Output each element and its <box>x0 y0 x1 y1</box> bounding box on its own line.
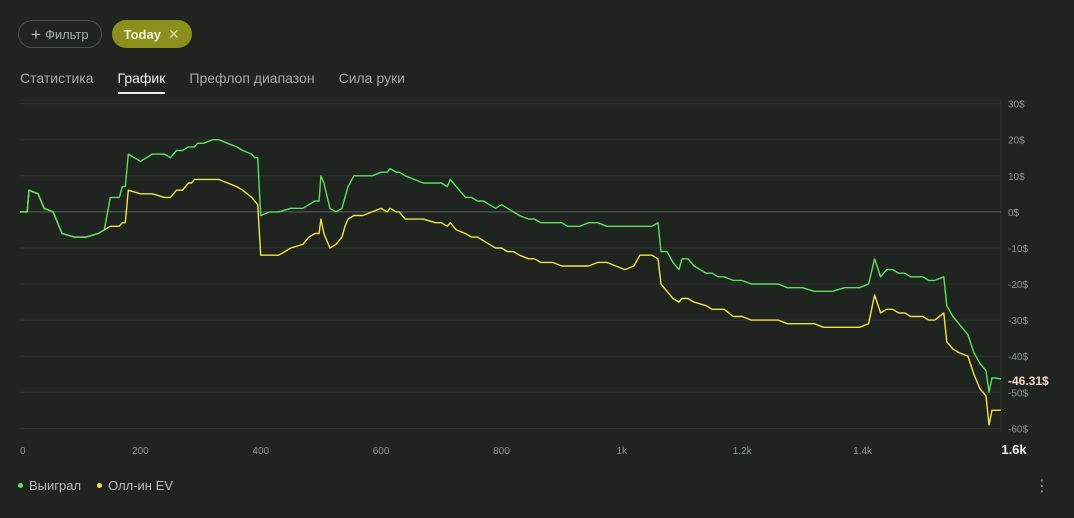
x-tick-label: 1.6k <box>1001 442 1027 457</box>
y-tick-label: -30$ <box>1008 316 1028 327</box>
x-tick-label: 600 <box>373 446 390 457</box>
x-tick-label: 400 <box>252 446 269 457</box>
legend-label-won: Выиграл <box>29 478 82 493</box>
tab-statistics[interactable]: Статистика <box>20 70 94 86</box>
y-tick-label: -40$ <box>1008 352 1028 363</box>
x-tick-label: 0 <box>20 446 26 457</box>
more-options-icon[interactable]: ⋮ <box>1034 478 1050 495</box>
series-layer <box>20 139 1002 426</box>
close-icon[interactable]: ✕ <box>167 25 180 42</box>
add-filter-button[interactable]: + Фильтр <box>18 20 102 48</box>
x-axis: 0 200 400 600 800 1k 1.2k 1.4k 1.6k <box>20 442 1027 457</box>
y-tick-label: -20$ <box>1008 280 1028 291</box>
last-value-label: -46.31$ <box>1008 374 1049 388</box>
tab-hand-strength[interactable]: Сила руки <box>338 70 405 86</box>
legend: Выиграл Олл-ин EV <box>18 478 173 493</box>
y-tick-label: -50$ <box>1008 388 1028 399</box>
x-tick-label: 200 <box>132 446 149 457</box>
legend-item-allin-ev[interactable]: Олл-ин EV <box>97 478 173 493</box>
series-line-won <box>20 139 1002 393</box>
x-tick-label: 1.4k <box>853 446 873 457</box>
x-tick-label: 1k <box>617 446 629 457</box>
legend-dot-won <box>18 483 23 488</box>
today-filter-chip[interactable]: Today ✕ <box>111 20 192 48</box>
y-tick-label: 30$ <box>1008 100 1025 111</box>
legend-item-won[interactable]: Выиграл <box>18 478 81 493</box>
tab-graph[interactable]: График <box>117 70 166 94</box>
series-line-allin-ev <box>20 178 1001 426</box>
tab-bar: Статистика График Префлоп диапазон Сила … <box>20 70 405 94</box>
profit-chart[interactable]: 30$ 20$ 10$ 0$ -10$ -20$ -30$ -40$ -50$ -60$ 0 200… <box>0 98 1074 468</box>
y-tick-label: 0$ <box>1008 208 1020 219</box>
plus-icon: + <box>31 24 41 44</box>
grid <box>20 99 1002 432</box>
legend-label-allin-ev: Олл-ин EV <box>108 478 173 493</box>
add-filter-label: Фильтр <box>44 26 89 42</box>
filter-bar: + Фильтр Today ✕ <box>18 20 192 48</box>
y-tick-label: -60$ <box>1008 424 1028 435</box>
x-tick-label: 1.2k <box>733 446 753 457</box>
y-tick-label: 20$ <box>1008 136 1025 147</box>
today-filter-label: Today <box>123 26 161 42</box>
y-tick-label: -10$ <box>1008 244 1028 255</box>
x-tick-label: 800 <box>493 446 510 457</box>
legend-dot-allin-ev <box>97 483 103 488</box>
tab-preflop-range[interactable]: Префлоп диапазон <box>189 70 315 86</box>
y-tick-label: 10$ <box>1008 172 1025 183</box>
y-axis: 30$ 20$ 10$ 0$ -10$ -20$ -30$ -40$ -50$ -60$ <box>1008 100 1028 436</box>
